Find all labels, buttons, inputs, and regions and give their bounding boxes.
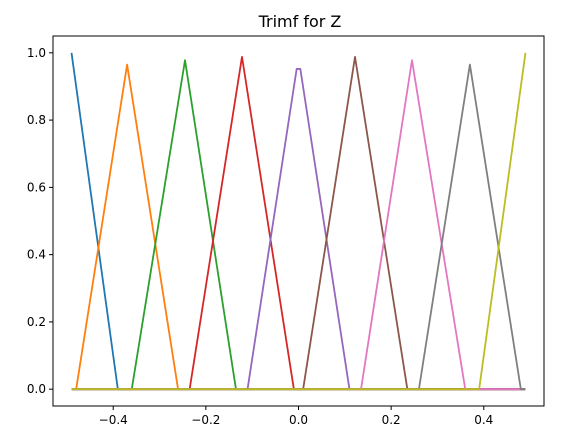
x-tick-label: −0.4 [99,413,128,427]
x-axis: −0.4 −0.2 0.0 0.2 0.4 [99,406,493,427]
x-tick-label: 0.0 [289,413,308,427]
series-line-9 [71,52,527,391]
y-tick-label: 0.0 [27,382,46,396]
plot-series [70,52,527,391]
x-tick-label: −0.2 [191,413,220,427]
y-tick-label: 1.0 [27,46,46,60]
y-axis: 0.0 0.2 0.4 0.6 0.8 1.0 [27,46,53,396]
chart-title: Trimf for Z [258,12,342,31]
y-tick-label: 0.2 [27,315,46,329]
x-tick-label: 0.4 [474,413,493,427]
y-tick-label: 0.4 [27,248,46,262]
y-tick-label: 0.6 [27,180,46,194]
plot-frame [52,35,545,407]
y-tick-label: 0.8 [27,113,46,127]
x-tick-label: 0.2 [382,413,401,427]
